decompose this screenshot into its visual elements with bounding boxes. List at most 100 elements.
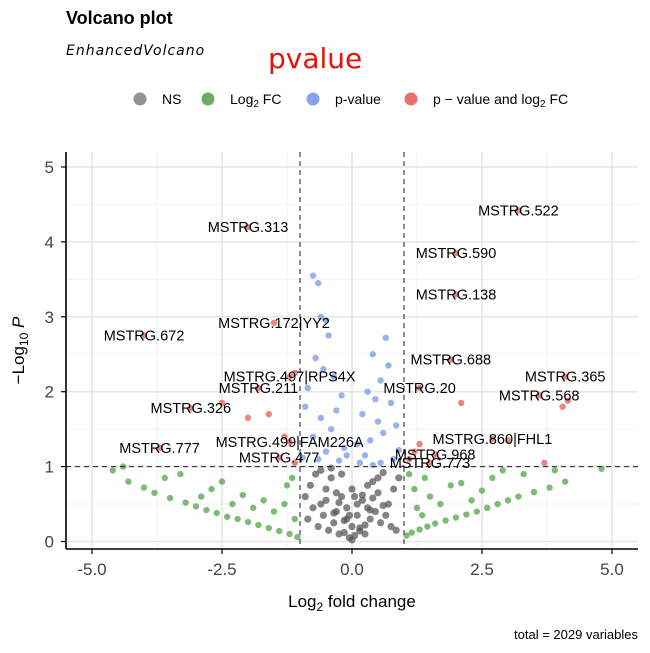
point-p-value bbox=[299, 454, 306, 461]
point-log2-fc bbox=[260, 497, 267, 504]
gene-label: MSTRG.590 bbox=[416, 246, 497, 262]
point-ns bbox=[348, 485, 356, 493]
point-ns bbox=[353, 500, 361, 508]
legend-label: p-value bbox=[335, 91, 381, 107]
point-log2-fc bbox=[437, 500, 444, 508]
point-ns bbox=[366, 515, 374, 523]
point-log2-fc bbox=[166, 494, 174, 502]
point-p-value-and-log2-fc bbox=[458, 399, 465, 407]
point-log2-fc bbox=[424, 523, 431, 530]
point-ns bbox=[374, 474, 382, 482]
point-ns bbox=[392, 526, 400, 534]
point-p-value bbox=[393, 422, 400, 429]
point-log2-fc bbox=[416, 526, 423, 533]
point-p-value bbox=[330, 373, 337, 380]
point-log2-fc bbox=[291, 515, 298, 523]
point-ns bbox=[319, 511, 327, 519]
point-p-value-and-log2-fc bbox=[416, 384, 423, 392]
point-ns bbox=[348, 522, 356, 531]
gene-label: MSTRG.477 bbox=[239, 451, 320, 467]
chart-caption: total = 2029 variables bbox=[514, 627, 638, 642]
point-ns bbox=[369, 477, 377, 486]
point-log2-fc bbox=[244, 518, 252, 526]
point-p-value-and-log2-fc bbox=[286, 438, 293, 446]
point-p-value bbox=[341, 444, 348, 452]
point-ns bbox=[338, 470, 346, 478]
point-ns bbox=[312, 470, 320, 478]
point-log2-fc bbox=[161, 474, 168, 482]
x-axis-label: Log2 fold change bbox=[288, 592, 416, 614]
point-log2-fc bbox=[286, 530, 293, 538]
point-p-value bbox=[387, 399, 395, 407]
gene-label: MSTRG.688 bbox=[411, 352, 492, 368]
point-p-value-and-log2-fc bbox=[270, 319, 278, 326]
point-p-value bbox=[317, 313, 324, 320]
point-p-value bbox=[369, 351, 376, 358]
point-log2-fc bbox=[452, 514, 460, 521]
point-ns bbox=[366, 506, 374, 514]
x-tick-label: 5.0 bbox=[600, 560, 624, 579]
point-ns bbox=[317, 500, 325, 508]
point-log2-fc bbox=[255, 521, 262, 529]
point-p-value bbox=[315, 455, 322, 463]
data-points bbox=[109, 207, 605, 544]
point-log2-fc bbox=[546, 484, 553, 491]
legend-item-p-value: p-value bbox=[306, 91, 381, 107]
point-p-value bbox=[315, 279, 322, 287]
point-log2-fc bbox=[239, 491, 246, 499]
point-p-value-and-log2-fc bbox=[156, 444, 163, 452]
point-log2-fc bbox=[234, 515, 241, 523]
point-log2-fc bbox=[419, 512, 426, 519]
point-ns bbox=[345, 511, 353, 519]
point-ns bbox=[309, 504, 317, 512]
point-log2-fc bbox=[458, 479, 465, 487]
point-p-value-and-log2-fc bbox=[265, 410, 272, 418]
gene-label: MSTRG.773 bbox=[390, 456, 471, 472]
point-ns bbox=[340, 528, 348, 537]
point-log2-fc bbox=[478, 487, 486, 494]
point-log2-fc bbox=[250, 504, 257, 512]
y-axis-label: −Log10 P bbox=[9, 316, 31, 384]
point-ns bbox=[361, 530, 369, 538]
point-p-value bbox=[356, 459, 363, 467]
x-tick-label: 0.0 bbox=[340, 560, 364, 579]
y-tick-label: 5 bbox=[45, 158, 54, 177]
point-ns bbox=[314, 522, 322, 531]
x-tick-label: 2.5 bbox=[470, 560, 494, 579]
point-log2-fc bbox=[520, 470, 527, 478]
y-tick-label: 1 bbox=[45, 458, 54, 477]
point-ns bbox=[374, 489, 382, 497]
y-tick-label: 4 bbox=[45, 233, 54, 252]
point-log2-fc bbox=[530, 488, 538, 496]
y-tick-label: 0 bbox=[45, 533, 54, 552]
legend-label: NS bbox=[162, 91, 181, 107]
point-p-value bbox=[374, 418, 382, 425]
gene-label: MSTRG.326 bbox=[151, 401, 232, 417]
legend-swatch bbox=[201, 92, 215, 106]
point-log2-fc bbox=[265, 524, 272, 532]
point-p-value-and-log2-fc bbox=[447, 356, 454, 363]
point-ns bbox=[382, 511, 390, 519]
legend: NS Log2 FC p-value p − value and log2 FC bbox=[133, 91, 568, 110]
point-p-value-and-log2-fc bbox=[406, 455, 413, 463]
point-p-value-and-log2-fc bbox=[541, 459, 548, 467]
point-p-value bbox=[320, 366, 327, 373]
point-log2-fc bbox=[208, 485, 215, 493]
point-p-value-and-log2-fc bbox=[244, 223, 252, 231]
point-ns bbox=[306, 481, 314, 489]
point-p-value bbox=[377, 459, 384, 467]
point-ns bbox=[340, 516, 348, 525]
gene-label: MSTRG.777 bbox=[119, 441, 200, 457]
point-ns bbox=[301, 492, 309, 501]
point-log2-fc bbox=[447, 482, 454, 489]
point-log2-fc bbox=[403, 532, 410, 539]
point-p-value-and-log2-fc bbox=[411, 448, 418, 455]
point-log2-fc bbox=[413, 504, 421, 512]
point-p-value bbox=[361, 452, 369, 459]
point-ns bbox=[390, 485, 398, 493]
point-ns bbox=[364, 481, 372, 489]
point-ns bbox=[387, 522, 395, 531]
point-p-value bbox=[359, 410, 366, 418]
gene-labels: MSTRG.522 MSTRG.313 MSTRG.590 MSTRG.138 MSTR… bbox=[104, 203, 606, 471]
point-p-value bbox=[395, 446, 402, 454]
